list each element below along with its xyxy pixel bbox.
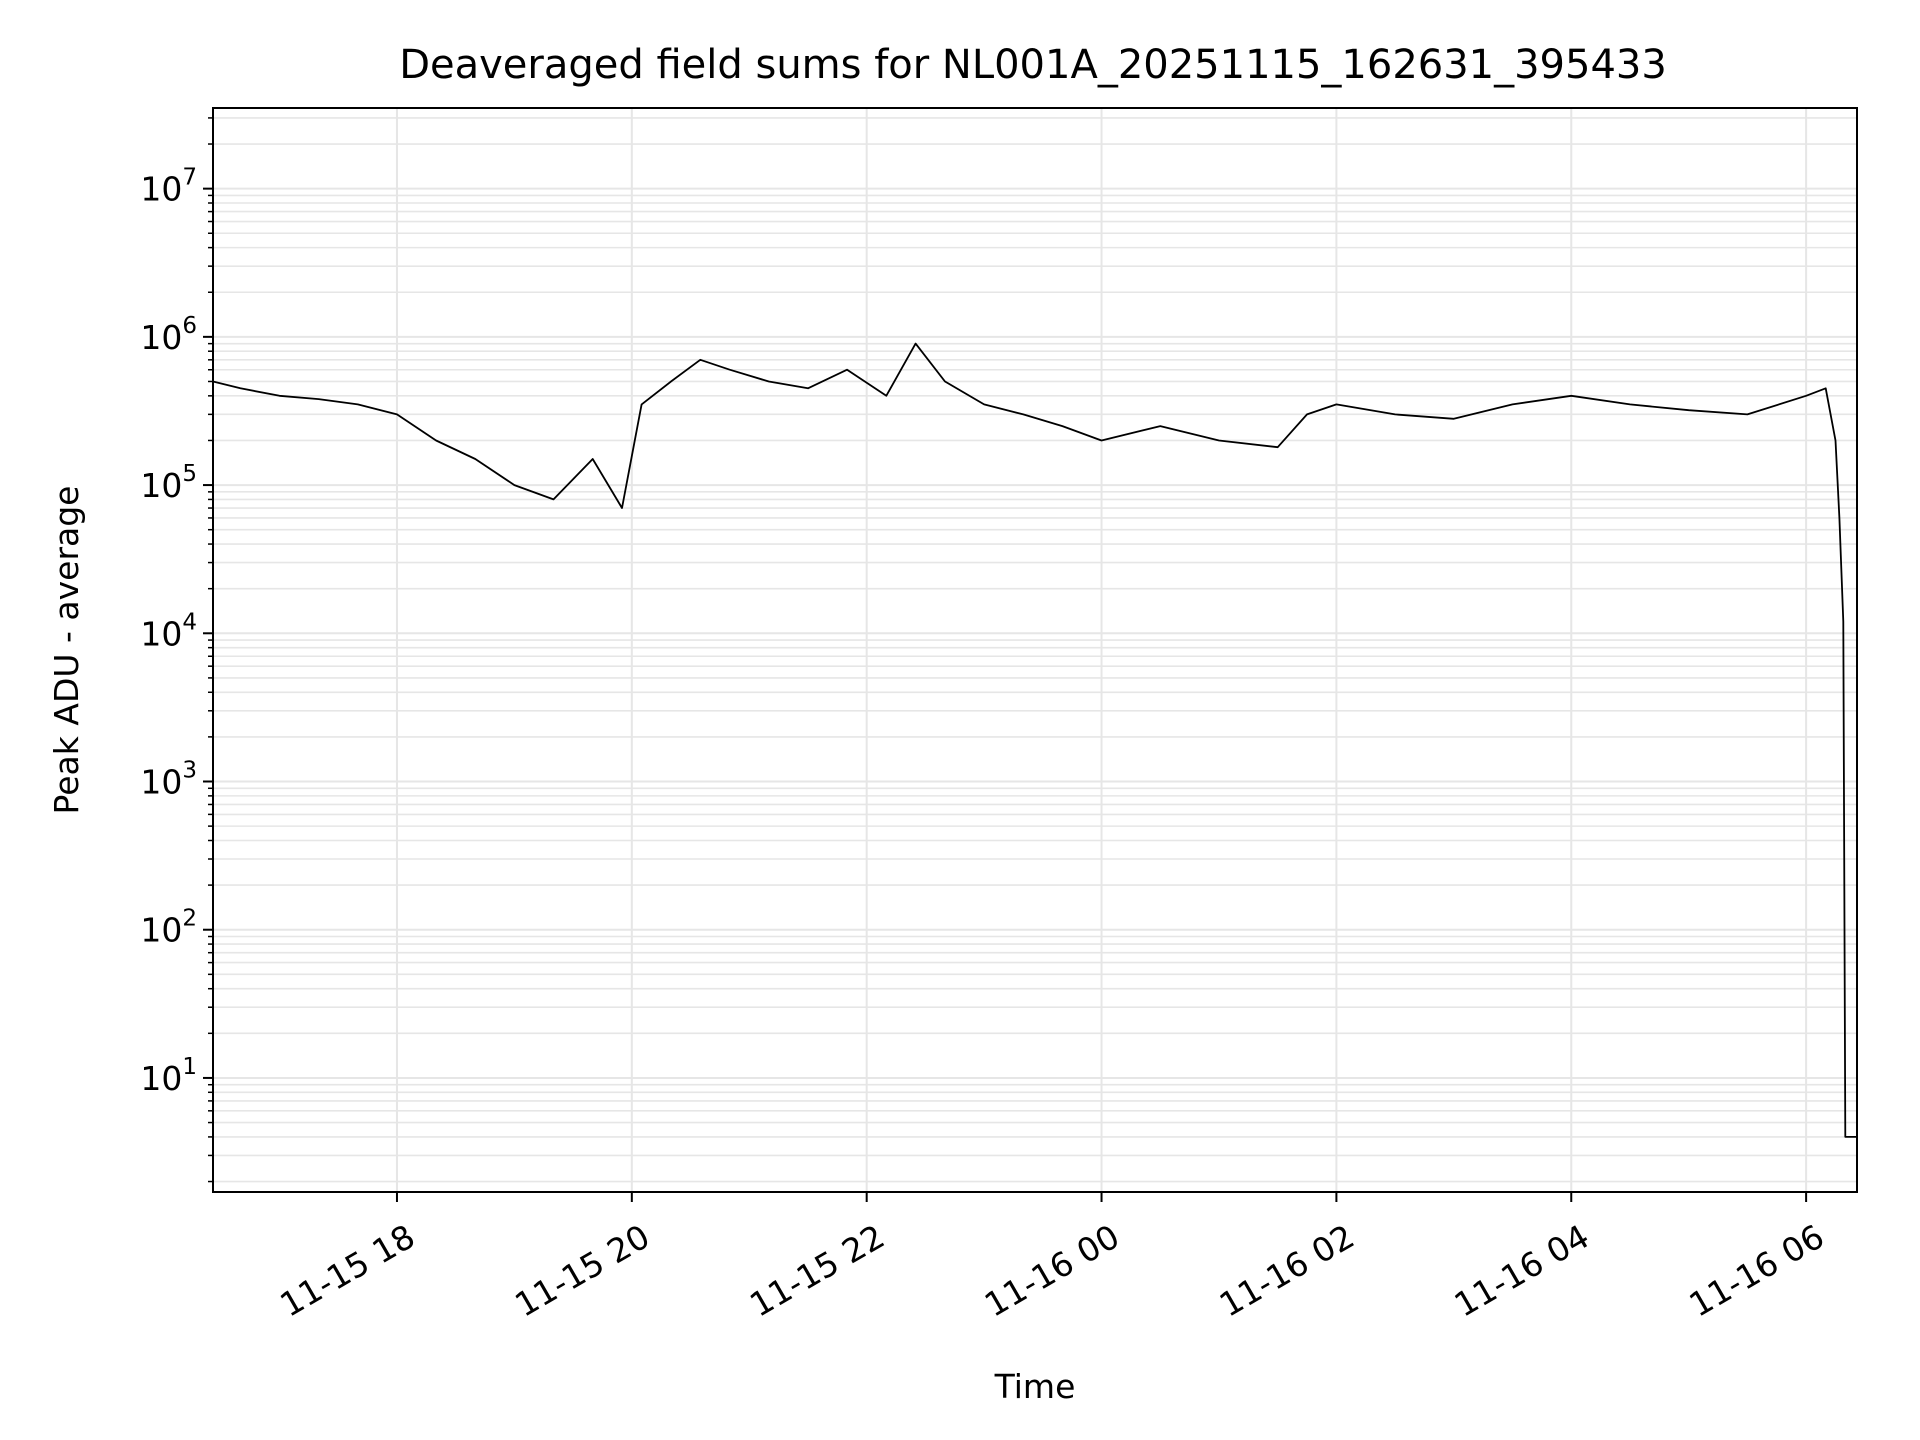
y-tick-label: 102	[140, 906, 197, 950]
y-axis-label: Peak ADU - average	[47, 486, 86, 815]
x-axis-label: Time	[994, 1367, 1076, 1406]
y-tick-label: 101	[140, 1054, 197, 1098]
y-tick-base: 10	[140, 466, 182, 505]
y-tick-exponent: 2	[182, 906, 197, 932]
plot-frame	[212, 107, 1858, 1193]
y-tick-base: 10	[140, 614, 182, 653]
y-tick-exponent: 6	[182, 313, 197, 339]
series-line	[212, 342, 1857, 1138]
chart-title: Deaveraged field sums for NL001A_2025111…	[399, 42, 1667, 88]
y-tick-base: 10	[140, 911, 182, 950]
y-tick-base: 10	[140, 1059, 182, 1098]
series-layer	[212, 342, 1857, 1138]
y-tick-label: 106	[140, 313, 197, 357]
y-tick-base: 10	[140, 170, 182, 209]
y-tick-label: 103	[140, 758, 197, 802]
y-tick-exponent: 1	[182, 1054, 197, 1080]
y-tick-label: 107	[140, 165, 197, 209]
y-tick-label: 104	[140, 609, 197, 653]
y-tick-base: 10	[140, 763, 182, 802]
grid	[213, 108, 1857, 1192]
y-tick-base: 10	[140, 318, 182, 357]
y-tick-exponent: 3	[182, 758, 197, 784]
y-tick-label: 105	[140, 461, 197, 505]
y-tick-exponent: 4	[182, 609, 197, 635]
y-tick-exponent: 7	[182, 165, 197, 191]
y-tick-exponent: 5	[182, 461, 197, 487]
